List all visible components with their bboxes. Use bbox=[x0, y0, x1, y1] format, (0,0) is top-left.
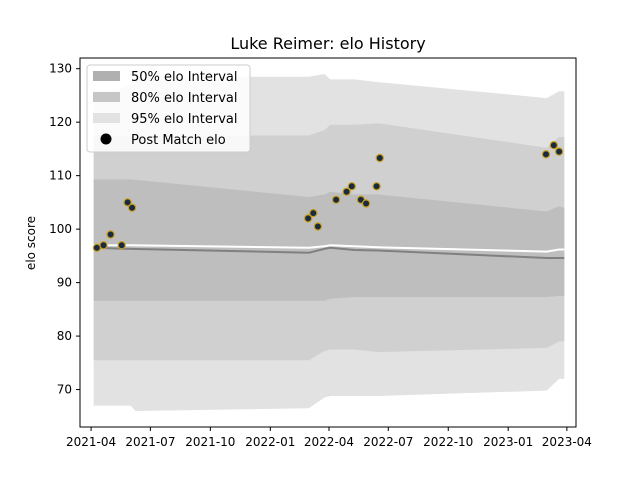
legend-box bbox=[86, 64, 251, 153]
x-tick-label: 2021-07 bbox=[125, 435, 175, 449]
y-tick-label: 90 bbox=[57, 276, 72, 290]
x-tick-label: 2022-04 bbox=[304, 435, 354, 449]
x-tick-label: 2023-01 bbox=[483, 435, 533, 449]
legend-swatch-2 bbox=[93, 113, 120, 123]
x-tick-label: 2022-07 bbox=[363, 435, 413, 449]
legend-swatch-1 bbox=[93, 92, 120, 102]
legend[interactable]: 50% elo Interval 80% elo Interval 95% elo … bbox=[86, 64, 251, 153]
post-match-point-17[interactable] bbox=[549, 140, 559, 150]
chart-title: Luke Reimer: elo History bbox=[230, 34, 425, 53]
y-axis-label: elo score bbox=[24, 216, 38, 270]
post-match-point-16[interactable] bbox=[541, 150, 551, 159]
x-tick-label: 2022-10 bbox=[423, 435, 473, 449]
y-tick-label: 100 bbox=[49, 222, 72, 236]
post-match-point-15[interactable] bbox=[375, 153, 384, 163]
post-match-point-18[interactable] bbox=[554, 147, 564, 156]
post-match-point-14[interactable] bbox=[372, 182, 381, 191]
y-tick-label: 80 bbox=[57, 329, 72, 343]
plot-area bbox=[92, 74, 565, 411]
x-tick-label: 2021-04 bbox=[66, 435, 116, 449]
post-match-point-5[interactable] bbox=[127, 203, 137, 212]
y-tick-label: 130 bbox=[49, 62, 72, 76]
post-match-point-10[interactable] bbox=[342, 187, 351, 196]
legend-swatch-0 bbox=[93, 71, 120, 81]
y-tick-label: 70 bbox=[57, 383, 72, 397]
post-match-point-2[interactable] bbox=[106, 230, 115, 239]
x-tick-label: 2023-04 bbox=[542, 435, 592, 449]
post-match-point-1[interactable] bbox=[99, 240, 108, 250]
x-axis: 2021-04 2021-07 2021-10 2022-01 2022-04 2022-… bbox=[66, 427, 592, 449]
legend-label-0: 50% elo Interval bbox=[131, 70, 238, 85]
x-tick-label: 2022-01 bbox=[245, 435, 295, 449]
series-line-4 bbox=[93, 244, 565, 253]
plot-frame bbox=[79, 57, 577, 428]
x-tick-label: 2021-10 bbox=[185, 435, 235, 449]
post-match-point-6[interactable] bbox=[303, 214, 313, 223]
y-axis: 70 80 90 100 110 120 130 bbox=[49, 62, 80, 397]
post-match-point-4[interactable] bbox=[123, 198, 132, 207]
legend-label-1: 80% elo Interval bbox=[131, 91, 238, 106]
post-match-point-7[interactable] bbox=[309, 208, 318, 218]
legend-label-3: Post Match elo bbox=[131, 133, 226, 148]
y-tick-label: 120 bbox=[49, 115, 72, 129]
band-50-elo-interval bbox=[93, 179, 565, 301]
post-match-point-13[interactable] bbox=[361, 199, 371, 208]
legend-marker-3 bbox=[100, 133, 112, 145]
legend-label-2: 95% elo Interval bbox=[131, 112, 238, 127]
post-match-point-9[interactable] bbox=[331, 195, 341, 204]
post-match-point-3[interactable] bbox=[117, 240, 126, 250]
post-match-point-8[interactable] bbox=[313, 222, 323, 231]
post-match-point-11[interactable] bbox=[347, 182, 356, 191]
series-line-3 bbox=[93, 246, 565, 259]
y-tick-label: 110 bbox=[49, 169, 72, 183]
